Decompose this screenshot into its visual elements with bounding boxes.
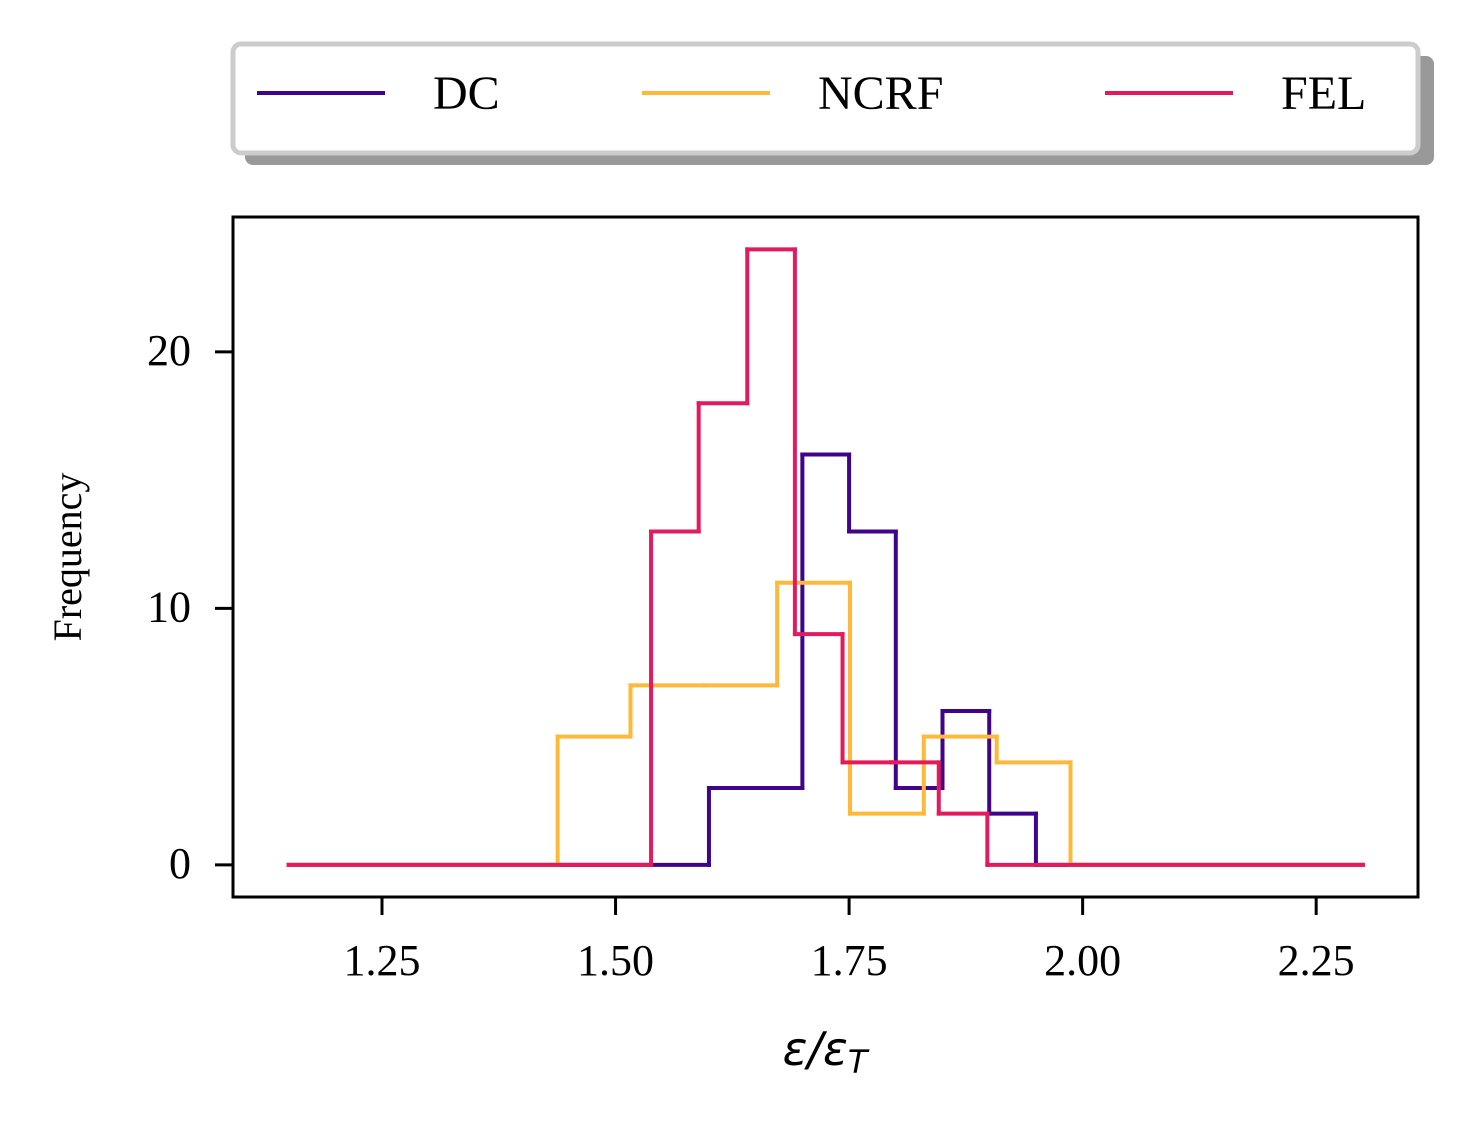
x-tick-label: 1.75 xyxy=(811,936,888,985)
x-axis-label-main: ε/ε xyxy=(783,1022,848,1076)
axes-frame xyxy=(231,215,1420,899)
y-tick-label: 10 xyxy=(147,583,191,632)
series xyxy=(286,580,1365,867)
plot-area xyxy=(286,247,1365,867)
x-tick-label: 2.25 xyxy=(1278,936,1355,985)
x-tick-label: 1.25 xyxy=(344,936,421,985)
x-tick-label: 1.50 xyxy=(577,936,654,985)
series xyxy=(286,452,1365,867)
x-tick-label: 2.00 xyxy=(1044,936,1121,985)
legend-label: FEL xyxy=(1281,67,1366,120)
y-axis-label: Frequency xyxy=(45,473,90,642)
legend: DC NCRF FEL xyxy=(257,67,1366,120)
x-axis-label: ε/εT xyxy=(783,1022,870,1082)
y-tick-label: 0 xyxy=(169,839,191,888)
series xyxy=(286,247,1365,867)
x-axis-label-subscript: T xyxy=(848,1043,870,1081)
legend-box xyxy=(230,41,1421,156)
legend-label: NCRF xyxy=(818,67,943,120)
legend-label: DC xyxy=(433,67,500,120)
y-tick-label: 20 xyxy=(147,326,191,375)
